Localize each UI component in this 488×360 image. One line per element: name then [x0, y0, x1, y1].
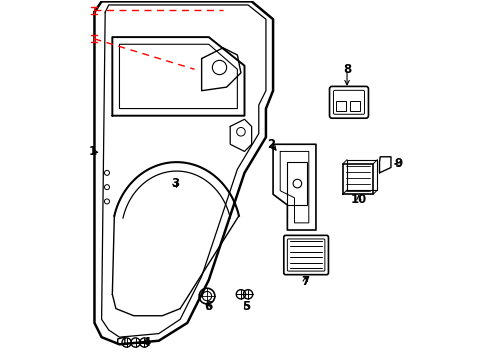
Text: 9: 9 [393, 157, 402, 170]
Text: 7: 7 [301, 275, 308, 288]
Text: 3: 3 [170, 177, 179, 190]
Bar [335, 101, 345, 111]
Bar [349, 101, 359, 111]
Text: 5: 5 [242, 300, 250, 313]
Text: 1: 1 [88, 145, 97, 158]
Text: 2: 2 [266, 138, 275, 151]
Text: 4: 4 [142, 336, 150, 349]
Text: 8: 8 [342, 63, 350, 76]
Text: 10: 10 [350, 193, 366, 206]
Text: 6: 6 [204, 300, 212, 313]
Bar [287, 162, 306, 205]
